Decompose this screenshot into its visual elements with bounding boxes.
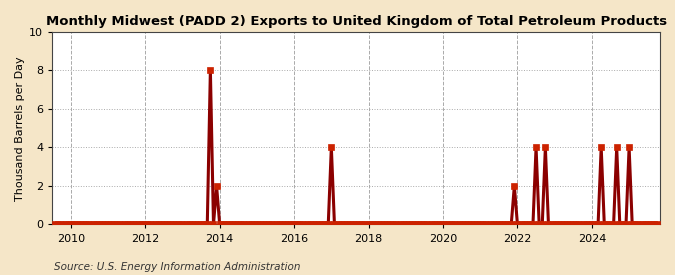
Y-axis label: Thousand Barrels per Day: Thousand Barrels per Day — [15, 56, 25, 200]
Text: Source: U.S. Energy Information Administration: Source: U.S. Energy Information Administ… — [54, 262, 300, 272]
Title: Monthly Midwest (PADD 2) Exports to United Kingdom of Total Petroleum Products: Monthly Midwest (PADD 2) Exports to Unit… — [45, 15, 667, 28]
